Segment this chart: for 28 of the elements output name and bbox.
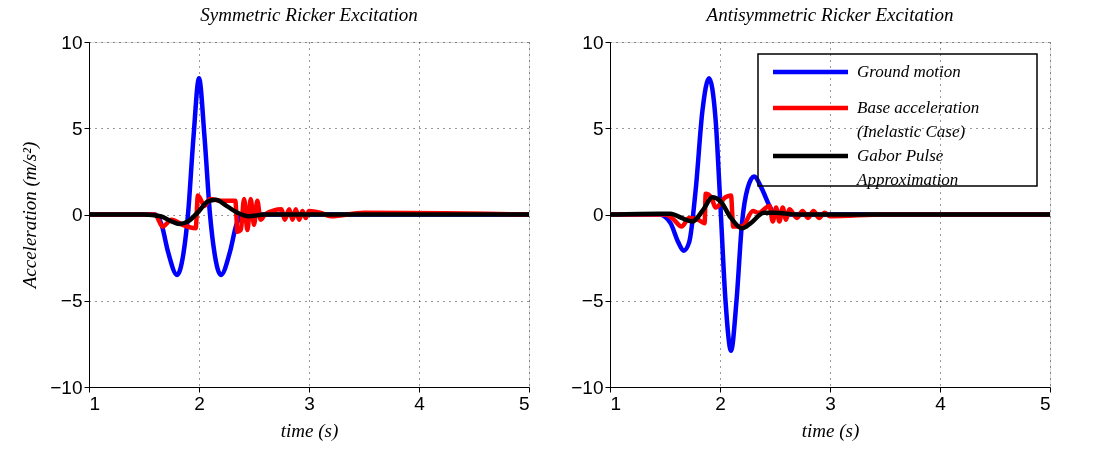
legend-label: Base acceleration (Inelastic Case) [857,98,980,141]
x-tick-label: 3 [825,392,836,414]
chart-title: Antisymmetric Ricker Excitation [704,4,954,25]
y-tick-label: 10 [582,31,604,53]
y-tick-label: 5 [71,117,83,139]
x-axis-title: time (s) [280,419,339,442]
x-tick-label: 1 [610,392,622,414]
y-tick-label: 5 [592,117,604,139]
x-tick-label: 5 [1039,392,1051,414]
y-axis-title: Acceleration (m/s²) [19,141,42,291]
x-axis-title: time (s) [801,419,860,442]
x-tick-label: 1 [89,392,101,414]
y-tick-label: −10 [50,376,83,398]
y-tick-label: 10 [61,31,83,53]
y-tick-label: 0 [71,204,83,225]
x-tick-label: 3 [304,392,315,414]
legend-label: Ground motion [857,62,961,81]
legend-label: Gabor Pulse Approximation [856,146,959,189]
y-tick-label: 0 [592,204,604,225]
y-tick-label: −10 [571,376,604,398]
x-tick-label: 2 [194,392,205,414]
x-tick-label: 4 [414,392,426,414]
x-tick-label: 2 [715,392,726,414]
x-tick-label: 5 [518,392,530,414]
y-tick-label: −5 [60,290,83,312]
chart-title: Symmetric Ricker Excitation [200,4,418,25]
x-tick-label: 4 [935,392,947,414]
y-tick-label: −5 [581,290,604,312]
